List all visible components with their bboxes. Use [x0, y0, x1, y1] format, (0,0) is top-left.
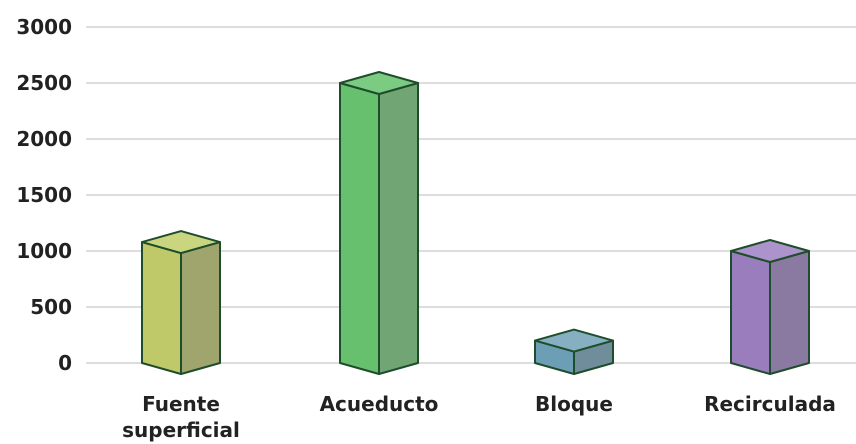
category-label: Bloque	[535, 392, 613, 416]
bar-top	[730, 239, 810, 263]
y-tick-label: 1500	[16, 183, 72, 207]
y-tick-label: 2500	[16, 71, 72, 95]
bar-top	[339, 71, 419, 95]
bar	[339, 71, 419, 375]
y-tick-label: 1000	[16, 239, 72, 263]
y-tick-label: 500	[30, 295, 72, 319]
category-label: superficial	[122, 418, 240, 442]
bar-front	[730, 250, 771, 375]
bar-side	[769, 250, 810, 375]
bar	[141, 230, 221, 375]
bar-top	[534, 328, 614, 353]
bars	[141, 71, 810, 375]
y-tick-label: 2000	[16, 127, 72, 151]
bar	[534, 328, 614, 375]
y-tick-label: 3000	[16, 15, 72, 39]
category-label: Fuente	[142, 392, 220, 416]
bar-front	[339, 82, 380, 375]
category-label: Acueducto	[320, 392, 439, 416]
bar-front	[141, 241, 182, 375]
bar-side	[378, 82, 419, 375]
bar-side	[180, 241, 221, 375]
bar-top	[141, 230, 221, 255]
y-tick-label: 0	[58, 351, 72, 375]
bar	[730, 239, 810, 375]
y-axis-ticks: 0 500 1000 1500 2000 2500 3000	[16, 15, 72, 375]
category-label: Recirculada	[704, 392, 836, 416]
